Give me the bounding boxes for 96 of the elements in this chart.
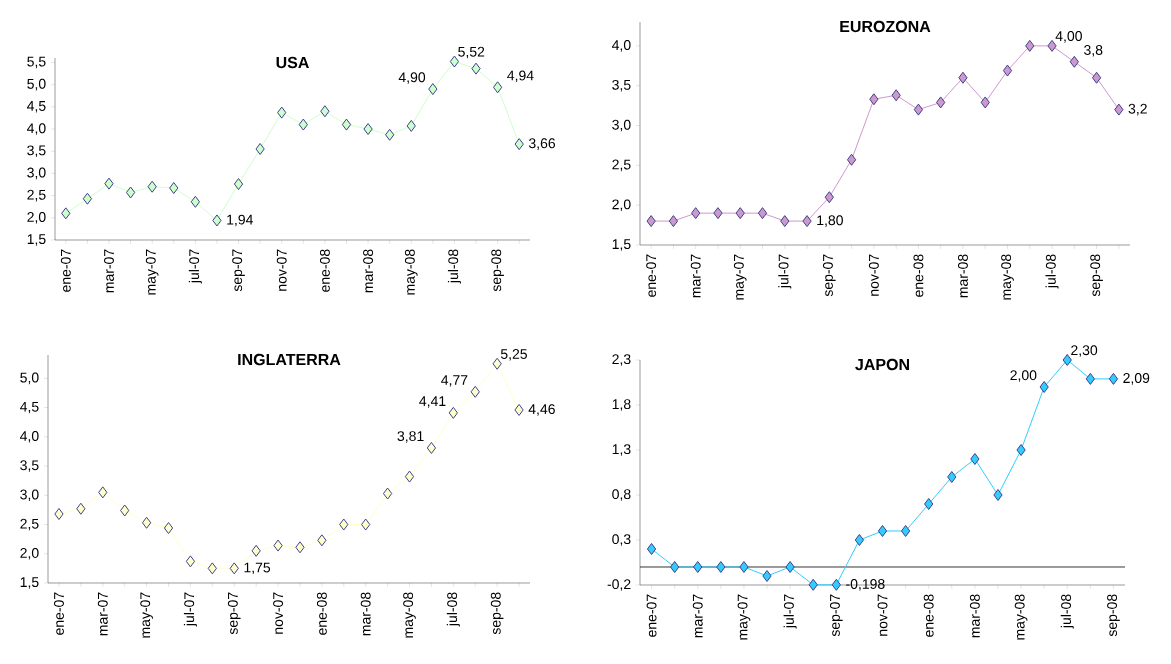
y-tick-label: 4,5 bbox=[27, 101, 46, 113]
x-tick-label: jul-07 bbox=[188, 249, 202, 284]
y-tick-label: 4,0 bbox=[611, 40, 631, 52]
x-tick-label: ene-08 bbox=[316, 592, 327, 635]
x-tick-label: jul-07 bbox=[183, 592, 197, 627]
data-label: 3,81 bbox=[397, 431, 424, 443]
x-tick-label: nov-07 bbox=[276, 249, 287, 291]
y-tick-label: 1,5 bbox=[27, 234, 46, 246]
x-tick-label: sep-08 bbox=[491, 249, 504, 292]
y-tick-label: 1,5 bbox=[612, 239, 631, 251]
chart-title: JAPON bbox=[855, 358, 909, 371]
x-tick-label: ene-07 bbox=[646, 594, 657, 637]
data-label: 2,09 bbox=[1123, 373, 1150, 385]
y-tick-label: 2,0 bbox=[612, 199, 631, 211]
data-label: 1,75 bbox=[244, 562, 271, 575]
data-label: 5,25 bbox=[500, 348, 527, 361]
x-tick-label: may-07 bbox=[733, 254, 747, 300]
x-tick-label: may-08 bbox=[1014, 594, 1028, 640]
data-label: 4,41 bbox=[419, 396, 446, 408]
x-tick-label: mar-08 bbox=[957, 254, 968, 298]
data-label: 2,30 bbox=[1071, 345, 1098, 357]
y-tick-label: 5,0 bbox=[20, 372, 39, 385]
data-label: 1,94 bbox=[227, 214, 253, 227]
y-tick-label: 1,8 bbox=[612, 399, 631, 411]
y-tick-label: 2,5 bbox=[20, 518, 39, 531]
y-tick-label: 4,5 bbox=[20, 401, 39, 414]
y-tick-label: 4,0 bbox=[20, 431, 39, 443]
x-tick-label: ene-07 bbox=[646, 254, 657, 297]
data-label: 4,00 bbox=[1055, 31, 1082, 43]
y-tick-label: 5,5 bbox=[27, 56, 46, 69]
x-tick-label: mar-07 bbox=[690, 254, 701, 298]
x-tick-label: sep-08 bbox=[1090, 254, 1103, 297]
y-tick-label: 4,0 bbox=[27, 123, 46, 135]
y-tick-label: 3,0 bbox=[612, 119, 631, 132]
x-tick-label: jul-08 bbox=[1060, 594, 1074, 629]
y-tick-label: 5,0 bbox=[27, 78, 46, 91]
x-tick-label: may-07 bbox=[737, 594, 751, 640]
data-label: 3,66 bbox=[528, 138, 556, 150]
data-label: 3,8 bbox=[1084, 45, 1103, 57]
x-tick-label: ene-07 bbox=[54, 592, 64, 635]
y-tick-label: 2,5 bbox=[612, 159, 631, 172]
x-tick-label: mar-07 bbox=[692, 594, 703, 638]
y-tick-label: 0,8 bbox=[612, 489, 631, 501]
y-tick-label: 0,3 bbox=[612, 534, 631, 546]
y-tick-label: 3,0 bbox=[27, 167, 46, 180]
x-tick-label: jul-07 bbox=[778, 254, 792, 289]
data-label: 5,52 bbox=[458, 46, 485, 59]
x-tick-label: sep-07 bbox=[227, 592, 241, 635]
y-tick-label: 3,5 bbox=[20, 460, 39, 472]
x-tick-label: may-08 bbox=[1001, 254, 1014, 300]
chart-title: INGLATERRA bbox=[238, 353, 341, 366]
y-tick-label: 1,5 bbox=[20, 577, 39, 589]
x-tick-label: mar-07 bbox=[97, 592, 108, 636]
x-tick-label: may-08 bbox=[404, 249, 418, 295]
x-tick-label: mar-07 bbox=[104, 249, 114, 293]
x-tick-label: nov-07 bbox=[273, 592, 284, 634]
x-tick-label: ene-08 bbox=[923, 594, 934, 637]
y-tick-label: 1,3 bbox=[612, 444, 631, 456]
x-tick-label: ene-08 bbox=[319, 249, 330, 292]
data-label: 4,90 bbox=[398, 72, 426, 84]
x-tick-label: nov-07 bbox=[877, 594, 888, 636]
y-tick-label: 2,0 bbox=[20, 547, 39, 560]
x-tick-label: sep-07 bbox=[232, 249, 245, 292]
x-tick-label: mar-08 bbox=[363, 249, 374, 293]
y-tick-label: 3,5 bbox=[27, 145, 46, 157]
x-tick-label: mar-08 bbox=[969, 594, 980, 638]
x-tick-label: jul-08 bbox=[1045, 254, 1059, 289]
data-label: 2,00 bbox=[1010, 370, 1037, 382]
x-tick-label: nov-07 bbox=[868, 254, 879, 296]
x-tick-label: may-07 bbox=[145, 249, 159, 295]
y-tick-label: 2,0 bbox=[27, 212, 46, 224]
data-label: 4,46 bbox=[528, 404, 555, 416]
y-tick-label: 3,5 bbox=[612, 79, 631, 92]
x-tick-label: sep-07 bbox=[822, 254, 836, 297]
data-label: 4,94 bbox=[507, 70, 534, 83]
chart-title: USA bbox=[276, 56, 309, 69]
x-tick-label: sep-07 bbox=[829, 594, 843, 637]
x-tick-label: sep-08 bbox=[490, 592, 504, 635]
chart-title: EUROZONA bbox=[840, 20, 931, 33]
x-tick-label: may-08 bbox=[403, 592, 416, 638]
x-tick-label: sep-08 bbox=[1107, 594, 1120, 637]
x-tick-label: ene-07 bbox=[60, 249, 71, 292]
x-tick-label: may-07 bbox=[140, 592, 153, 638]
y-tick-label: 3,0 bbox=[20, 489, 39, 502]
data-label: 1,80 bbox=[817, 215, 843, 227]
y-tick-label: 2,3 bbox=[612, 354, 631, 366]
data-label: 4,77 bbox=[441, 375, 468, 387]
y-tick-label: -0,2 bbox=[607, 579, 631, 591]
x-tick-label: jul-08 bbox=[447, 249, 461, 284]
x-tick-label: ene-08 bbox=[913, 254, 924, 297]
x-tick-label: jul-08 bbox=[446, 592, 460, 627]
y-tick-label: 2,5 bbox=[27, 189, 46, 202]
data-label: 3,2 bbox=[1128, 103, 1147, 116]
data-label: -0,198 bbox=[846, 579, 885, 591]
x-tick-label: jul-07 bbox=[783, 594, 797, 629]
x-tick-label: mar-08 bbox=[360, 592, 371, 636]
